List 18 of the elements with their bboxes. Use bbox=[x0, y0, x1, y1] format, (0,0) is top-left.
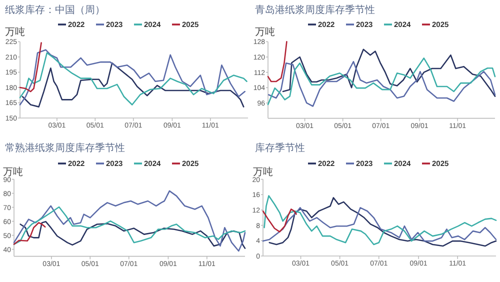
chart-title: 纸浆库存：中国（周） bbox=[5, 4, 105, 16]
line-series bbox=[13, 206, 246, 245]
chart-title: 青岛港纸浆周度库存季节性 bbox=[255, 4, 375, 16]
y-axis-title: 万吨 bbox=[5, 26, 25, 38]
line-series bbox=[22, 62, 244, 108]
line-series bbox=[282, 48, 496, 97]
line-series bbox=[19, 42, 42, 92]
line-series bbox=[262, 208, 297, 232]
line-series bbox=[13, 190, 246, 252]
y-axis-title: 万吨 bbox=[255, 26, 275, 38]
y-axis-title: 万吨 bbox=[253, 166, 273, 178]
line-series bbox=[267, 41, 288, 82]
y-axis-title: 万吨 bbox=[3, 166, 23, 178]
chart-title: 库存季节性 bbox=[255, 142, 305, 154]
line-series bbox=[13, 222, 46, 245]
line-series bbox=[20, 220, 246, 249]
line-series bbox=[262, 207, 497, 242]
chart-title: 常熟港纸浆周度库存季节性 bbox=[5, 142, 125, 154]
